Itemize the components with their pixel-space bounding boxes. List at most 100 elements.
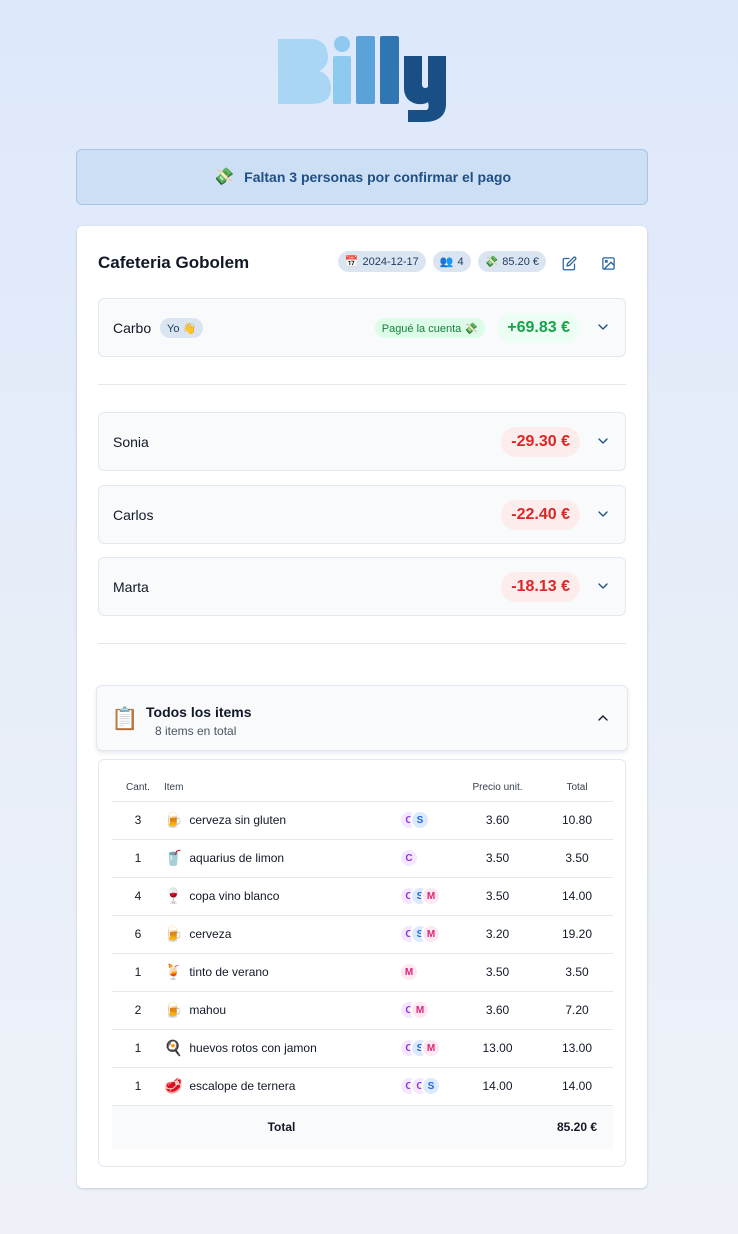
item-total: 14.00 xyxy=(541,1067,613,1106)
item-cell: 🍺 cerveza xyxy=(164,915,399,954)
participant-name: Marta xyxy=(113,579,149,595)
item-icon: 🍷 xyxy=(164,888,183,905)
chevron-down-icon[interactable] xyxy=(595,319,611,335)
grand-total: 85.20 € xyxy=(541,1105,613,1149)
item-qty: 3 xyxy=(112,801,164,840)
item-total: 3.50 xyxy=(541,953,613,992)
item-cell: 🍹 tinto de verano xyxy=(164,953,399,992)
item-price: 3.50 xyxy=(454,839,541,878)
chevron-down-icon[interactable] xyxy=(595,578,611,594)
item-price: 3.50 xyxy=(454,877,541,916)
item-icon: 🥤 xyxy=(164,850,183,867)
billy-logo xyxy=(278,36,446,122)
item-total: 7.20 xyxy=(541,991,613,1030)
item-qty: 6 xyxy=(112,915,164,954)
participant-amount: -29.30 € xyxy=(501,427,580,457)
banner-text: Faltan 3 personas por confirmar el pago xyxy=(244,169,511,185)
item-cell: 🍳 huevos rotos con jamon xyxy=(164,1029,399,1068)
participant-avatar: S xyxy=(410,810,430,830)
people-chip: 👥 4 xyxy=(432,251,471,272)
participant-row-carbo[interactable]: Carbo Yo 👋 Pagué la cuenta 💸 +69.83 € xyxy=(98,298,626,357)
item-qty: 1 xyxy=(112,1067,164,1106)
all-items-toggle[interactable]: 📋 Todos los items 8 items en total xyxy=(96,685,628,751)
item-name: cerveza xyxy=(189,927,232,941)
table-header-row: Cant. Item Precio unit. Total xyxy=(112,774,613,802)
col-people xyxy=(399,774,454,802)
participant-amount: -22.40 € xyxy=(501,500,580,530)
item-icon: 🥩 xyxy=(164,1078,183,1095)
item-cell: 🥩 escalope de ternera xyxy=(164,1067,399,1106)
participant-row-sonia[interactable]: Sonia -29.30 € xyxy=(98,412,626,471)
item-price: 3.60 xyxy=(454,991,541,1030)
participant-row-marta[interactable]: Marta -18.13 € xyxy=(98,557,626,616)
item-qty: 4 xyxy=(112,877,164,916)
chevron-up-icon[interactable] xyxy=(595,710,611,726)
col-qty: Cant. xyxy=(112,774,164,802)
pending-payment-banner: 💸 Faltan 3 personas por confirmar el pag… xyxy=(76,149,648,205)
edit-icon xyxy=(562,256,576,270)
participant-avatar: M xyxy=(421,924,441,944)
image-button[interactable] xyxy=(596,251,620,275)
item-qty: 1 xyxy=(112,1029,164,1068)
col-price: Precio unit. xyxy=(454,774,541,802)
item-cell: 🥤 aquarius de limon xyxy=(164,839,399,878)
col-item: Item xyxy=(164,774,399,802)
money-wings-icon: 💸 xyxy=(212,167,235,186)
money-icon: 💸 xyxy=(484,256,499,268)
bill-chips: 📅 2024-12-17 👥 4 💸 85.20 € xyxy=(337,251,546,272)
table-total-row: Total 85.20 € xyxy=(112,1105,613,1149)
item-name: copa vino blanco xyxy=(189,889,280,903)
total-chip: 💸 85.20 € xyxy=(477,251,546,272)
item-total: 14.00 xyxy=(541,877,613,916)
item-price: 13.00 xyxy=(454,1029,541,1068)
item-icon: 🍳 xyxy=(164,1040,183,1057)
participant-amount: -18.13 € xyxy=(501,572,580,602)
me-badge: Yo 👋 xyxy=(160,318,204,338)
participant-avatar: C xyxy=(399,848,419,868)
item-price: 3.20 xyxy=(454,915,541,954)
date-value: 2024-12-17 xyxy=(362,255,419,268)
col-total: Total xyxy=(541,774,613,802)
people-icon: 👥 xyxy=(439,256,454,268)
total-value: 85.20 € xyxy=(502,255,539,268)
participant-row-carlos[interactable]: Carlos -22.40 € xyxy=(98,485,626,544)
calendar-icon: 📅 xyxy=(344,256,359,268)
item-participants: C xyxy=(399,839,454,878)
items-subtitle: 8 items en total xyxy=(155,724,237,738)
items-table: Cant. Item Precio unit. Total 3 🍺 cervez… xyxy=(112,774,613,1149)
items-title: Todos los items xyxy=(146,704,252,720)
divider xyxy=(98,384,626,385)
participant-avatar: M xyxy=(421,886,441,906)
paid-badge: Pagué la cuenta 💸 xyxy=(374,318,485,338)
chevron-down-icon[interactable] xyxy=(595,506,611,522)
item-price: 3.50 xyxy=(454,953,541,992)
participant-name: Carbo xyxy=(113,320,152,336)
item-qty: 1 xyxy=(112,953,164,992)
participant-name: Carlos xyxy=(113,507,154,523)
item-name: aquarius de limon xyxy=(189,851,285,865)
item-name: mahou xyxy=(189,1003,227,1017)
table-row: 1 🥤 aquarius de limon C 3.50 3.50 xyxy=(112,839,613,878)
image-icon xyxy=(601,256,615,270)
table-row: 1 🍹 tinto de verano M 3.50 3.50 xyxy=(112,953,613,992)
item-icon: 🍹 xyxy=(164,964,183,981)
item-price: 14.00 xyxy=(454,1067,541,1106)
edit-button[interactable] xyxy=(557,251,581,275)
item-price: 3.60 xyxy=(454,801,541,840)
chevron-down-icon[interactable] xyxy=(595,433,611,449)
item-cell: 🍺 cerveza sin gluten xyxy=(164,801,399,840)
item-cell: 🍷 copa vino blanco xyxy=(164,877,399,916)
participant-amount: +69.83 € xyxy=(497,313,580,343)
item-icon: 🍺 xyxy=(164,1002,183,1019)
